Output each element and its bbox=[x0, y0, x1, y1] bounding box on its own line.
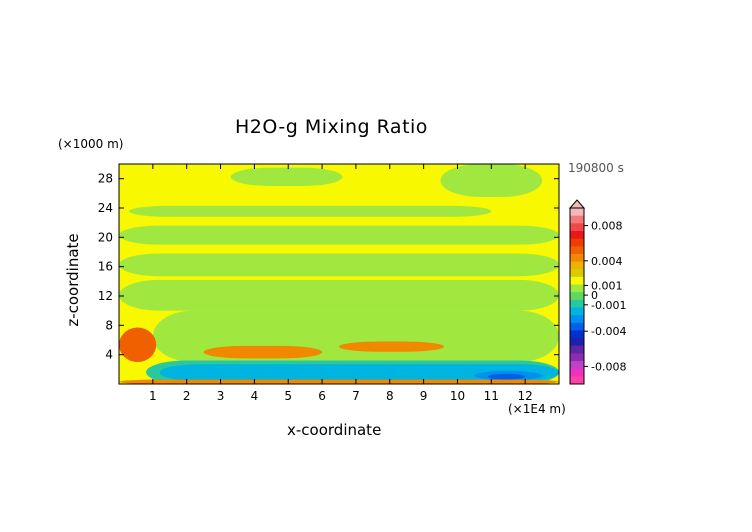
colorbar-swatch bbox=[570, 223, 584, 232]
y-tick-label: 24 bbox=[98, 201, 113, 215]
colorbar-swatch bbox=[570, 230, 584, 240]
x-tick-label: 10 bbox=[450, 389, 465, 403]
colorbar-swatch bbox=[570, 322, 584, 331]
colorbar-swatch bbox=[570, 353, 584, 362]
contour-region bbox=[119, 253, 559, 277]
colorbar-swatch bbox=[570, 307, 584, 316]
x-tick-label: 2 bbox=[183, 389, 191, 403]
colorbar-label: 0.004 bbox=[591, 255, 623, 268]
contour-region bbox=[339, 341, 444, 352]
contour-region bbox=[119, 379, 559, 384]
x-tick-label: 1 bbox=[149, 389, 157, 403]
x-tick-label: 6 bbox=[318, 389, 326, 403]
contour-region bbox=[230, 167, 343, 186]
y-tick-label: 12 bbox=[98, 289, 113, 303]
colorbar-label: -0.001 bbox=[591, 299, 626, 312]
colorbar-swatch bbox=[570, 276, 584, 286]
colorbar-label: 0.008 bbox=[591, 220, 623, 233]
x-tick-label: 11 bbox=[484, 389, 499, 403]
colorbar-swatch bbox=[570, 330, 584, 339]
y-tick-label: 16 bbox=[98, 260, 113, 274]
x-tick-label: 7 bbox=[352, 389, 360, 403]
y-tick-label: 20 bbox=[98, 230, 113, 244]
contour-region bbox=[119, 279, 559, 311]
colorbar-swatch bbox=[570, 238, 584, 247]
contour-region bbox=[159, 364, 559, 382]
x-tick-label: 12 bbox=[518, 389, 533, 403]
x-tick-label: 8 bbox=[386, 389, 394, 403]
plot-frame bbox=[118, 163, 560, 385]
colorbar-swatch bbox=[570, 299, 584, 308]
contour-region bbox=[487, 373, 526, 380]
colorbar-label: -0.004 bbox=[591, 325, 626, 338]
time-label: 190800 s bbox=[568, 161, 624, 175]
colorbar-label: 0.001 bbox=[591, 279, 623, 292]
y-tick-label: 28 bbox=[98, 172, 113, 186]
colorbar-swatch bbox=[570, 253, 584, 263]
colorbar-swatch bbox=[570, 292, 584, 301]
colorbar-swatch bbox=[570, 246, 584, 255]
colorbar-swatch bbox=[570, 376, 584, 385]
colorbar-label: -0.008 bbox=[591, 360, 626, 373]
colorbar-swatch bbox=[570, 361, 584, 370]
colorbar-swatch bbox=[570, 269, 584, 278]
colorbar-label: 0 bbox=[591, 289, 598, 302]
contour-region bbox=[119, 327, 157, 362]
contour-region bbox=[129, 205, 492, 217]
x-tick-label: 3 bbox=[217, 389, 225, 403]
colorbar-swatch bbox=[570, 315, 584, 324]
colorbar-swatch bbox=[570, 261, 584, 270]
y-axis-unit: (×1000 m) bbox=[58, 137, 124, 151]
colorbar-swatch bbox=[570, 368, 584, 377]
x-tick-label: 5 bbox=[284, 389, 292, 403]
contour-region bbox=[119, 225, 559, 245]
colorbar-swatch bbox=[570, 338, 584, 347]
colorbar-swatch bbox=[570, 284, 584, 293]
colorbar-swatch bbox=[570, 215, 584, 224]
contour-region bbox=[440, 164, 543, 197]
y-tick-label: 4 bbox=[105, 348, 113, 362]
y-tick-label: 8 bbox=[105, 318, 113, 332]
colorbar-frame bbox=[569, 207, 585, 385]
x-axis-label: x-coordinate bbox=[287, 421, 382, 439]
x-tick-label: 9 bbox=[420, 389, 428, 403]
chart-title: H2O-g Mixing Ratio bbox=[235, 116, 428, 138]
colorbar-swatch bbox=[570, 345, 584, 354]
x-tick-label: 4 bbox=[251, 389, 259, 403]
colorbar-swatch bbox=[570, 208, 584, 217]
colorbar-arrow bbox=[568, 199, 586, 209]
contour-region bbox=[203, 345, 323, 359]
x-axis-unit: (×1E4 m) bbox=[508, 402, 566, 416]
